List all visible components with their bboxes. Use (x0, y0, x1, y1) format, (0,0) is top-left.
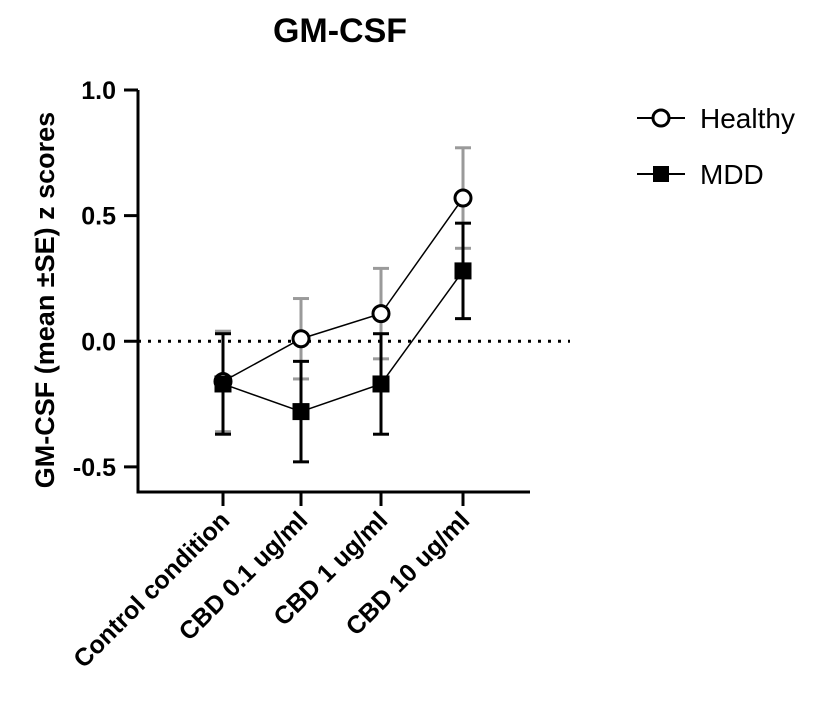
legend-marker-open-circle-icon (651, 108, 671, 128)
data-point-mdd (292, 403, 310, 421)
y-tick-label: -0.5 (73, 454, 116, 482)
data-point-healthy (291, 329, 311, 349)
data-point-mdd (454, 262, 472, 280)
y-tick-label: 0.5 (81, 203, 116, 231)
data-point-mdd (372, 375, 390, 393)
series-lines (222, 197, 464, 413)
series-markers (213, 188, 473, 421)
legend-label-healthy: Healthy (700, 103, 795, 134)
data-point-healthy (371, 304, 391, 324)
legend-label-mdd: MDD (700, 159, 764, 190)
legend-marker-filled-square-icon (653, 166, 669, 182)
error-bars (215, 146, 471, 464)
chart-title: GM-CSF (273, 12, 407, 50)
legend: Healthy MDD (637, 103, 795, 190)
data-point-healthy (453, 188, 473, 208)
legend-item-healthy: Healthy (637, 103, 795, 134)
legend-item-mdd: MDD (637, 159, 764, 190)
y-tick-label: 1.0 (81, 77, 116, 105)
series-line-healthy (222, 197, 464, 383)
axes (136, 90, 530, 494)
y-ticks: 1.0 0.5 0.0 -0.5 (73, 77, 138, 482)
y-axis-label: GM-CSF (mean ±SE) z scores (30, 112, 60, 488)
y-tick-label: 0.0 (81, 328, 116, 356)
series-line-mdd (222, 270, 464, 413)
data-point-mdd (214, 375, 232, 393)
